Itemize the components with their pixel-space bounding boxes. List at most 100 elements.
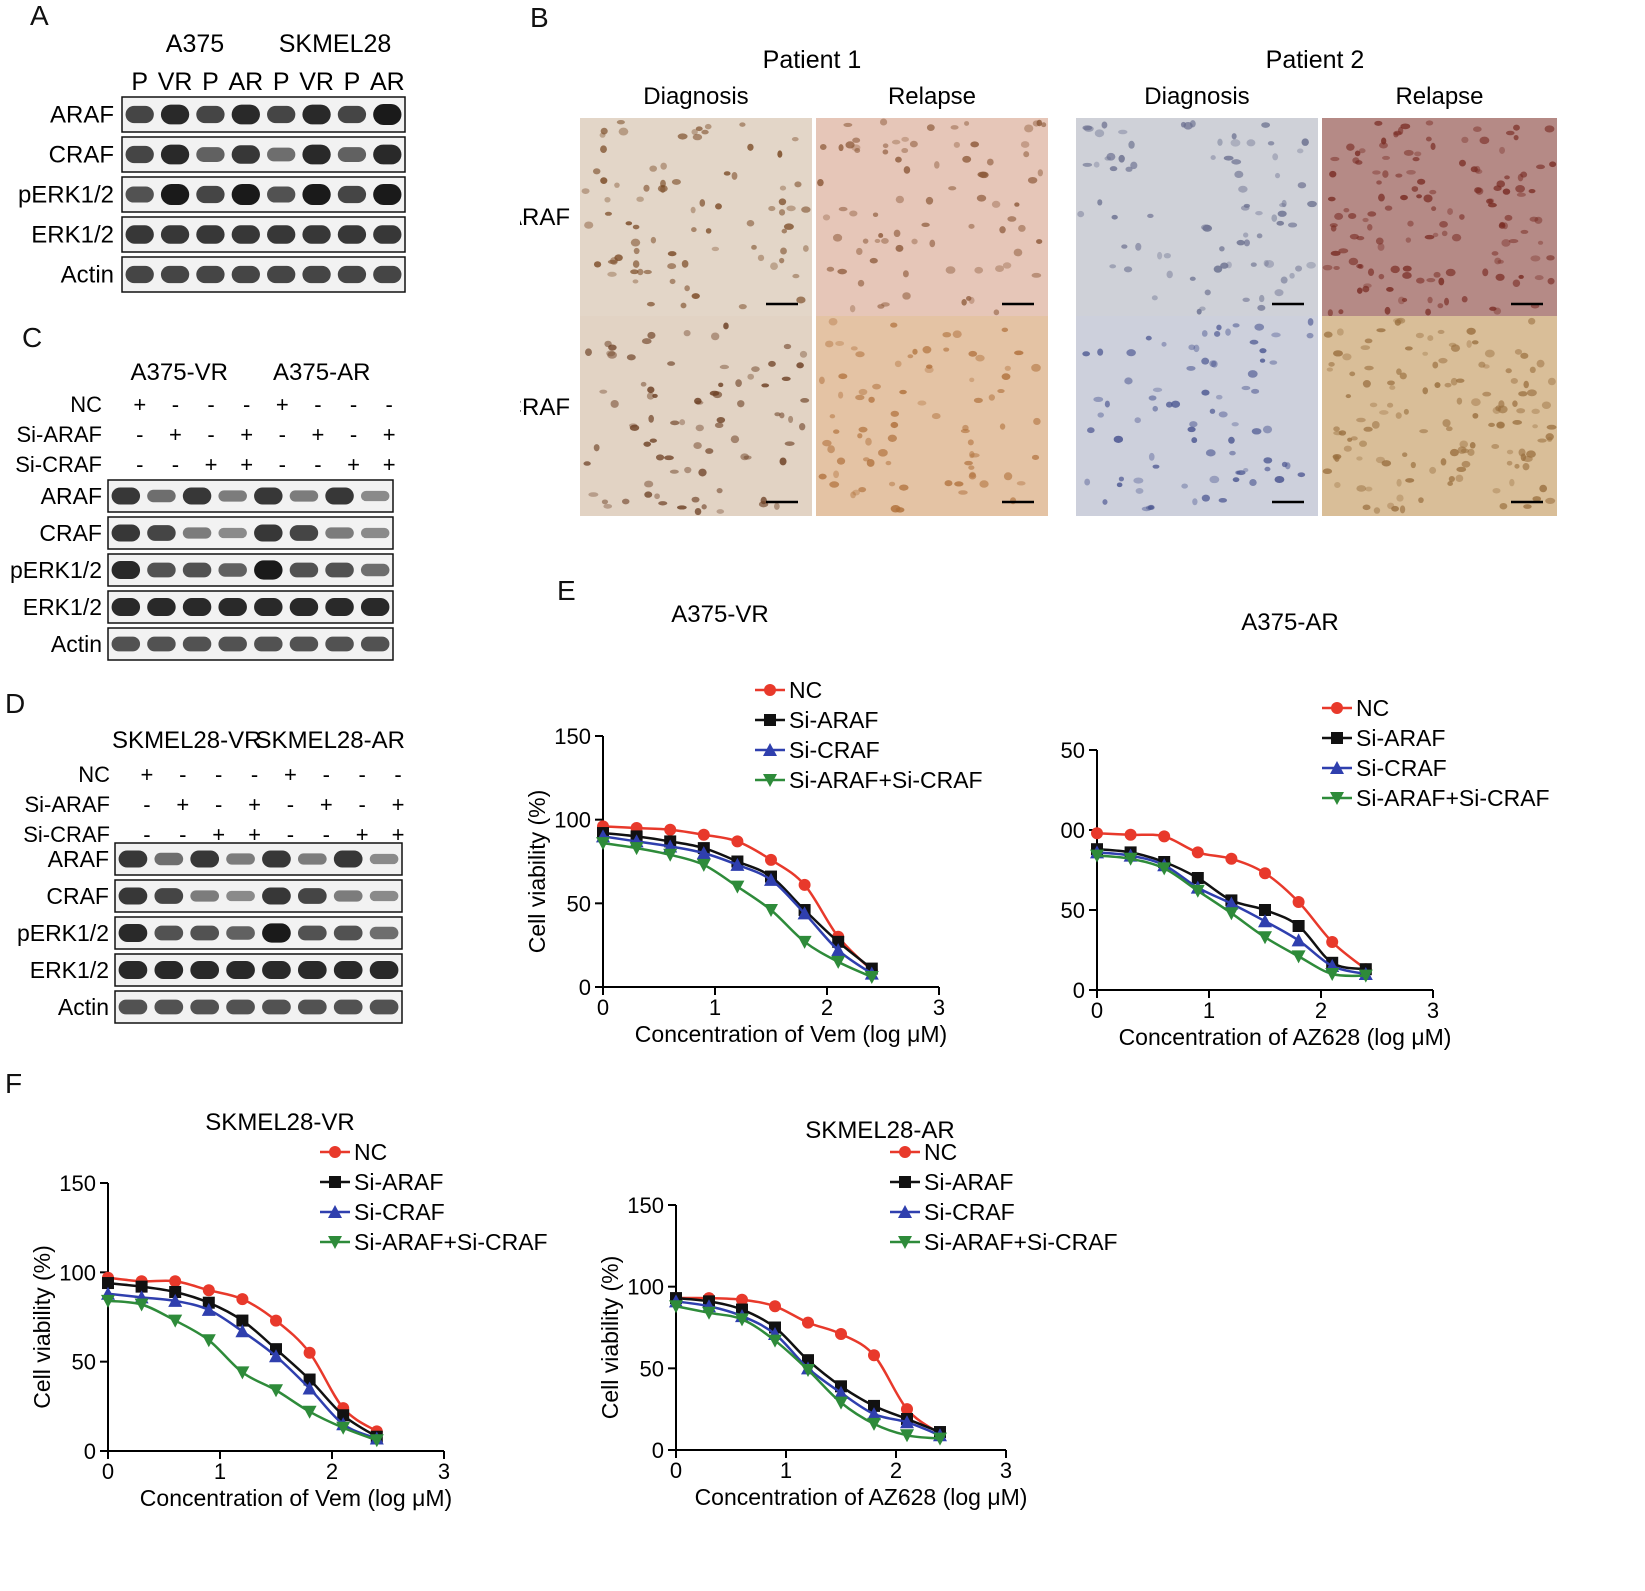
blot-band (262, 850, 291, 868)
ihc-nucleus (852, 489, 860, 496)
ihc-nucleus (751, 244, 757, 250)
ihc-nucleus (879, 118, 888, 126)
stage-label: Relapse (888, 83, 976, 110)
stage-label: Diagnosis (1144, 83, 1249, 110)
ihc-nucleus (1236, 470, 1246, 476)
data-point (1258, 931, 1272, 945)
blot-band (373, 225, 402, 244)
ihc-image (816, 316, 1048, 516)
data-point (696, 846, 711, 860)
blot-band (254, 560, 283, 580)
condition-sign: + (276, 392, 289, 417)
ihc-nucleus (1391, 505, 1399, 512)
y-tick-label: 100 (554, 808, 591, 833)
condition-sign: - (251, 762, 258, 787)
ihc-nucleus (691, 227, 697, 233)
ihc-nucleus (698, 468, 707, 477)
ihc-nucleus (650, 236, 657, 244)
ihc-nucleus (1528, 317, 1536, 325)
ihc-nucleus (1209, 475, 1220, 484)
ihc-nucleus (691, 496, 700, 503)
ihc-nucleus (857, 433, 863, 439)
ihc-nucleus (1378, 273, 1385, 280)
panel-letter-d: D (5, 688, 26, 719)
group-label: SKMEL28-VR (112, 727, 261, 754)
data-point (1157, 862, 1172, 876)
data-point (933, 1432, 947, 1446)
ihc-nucleus (679, 419, 686, 426)
data-point (867, 1407, 881, 1421)
ihc-nucleus (958, 490, 968, 495)
data-point (834, 1396, 848, 1410)
ihc-nucleus (1257, 304, 1266, 311)
ihc-nucleus (1036, 119, 1043, 127)
ihc-nucleus (1441, 230, 1448, 237)
condition-sign: + (320, 792, 333, 817)
blot-band (196, 105, 225, 124)
ihc-nucleus (781, 376, 791, 382)
ihc-nucleus (676, 505, 687, 510)
x-tick-label: 3 (1000, 1458, 1012, 1483)
ihc-nucleus (1343, 208, 1350, 213)
ihc-nucleus (962, 155, 972, 163)
legend-label: Si-CRAF (924, 1199, 1015, 1225)
ihc-nucleus (1456, 466, 1467, 473)
group-label: A375-AR (273, 359, 370, 386)
data-point (169, 1285, 182, 1298)
ihc-nucleus (1360, 345, 1371, 351)
ihc-nucleus (979, 480, 989, 488)
ihc-nucleus (1301, 138, 1309, 146)
ihc-nucleus (1254, 323, 1265, 331)
ihc-nucleus (1510, 377, 1518, 384)
ihc-nucleus (969, 377, 975, 383)
ihc-nucleus (1218, 497, 1228, 503)
ihc-nucleus (1247, 370, 1258, 378)
blot-band (262, 887, 291, 905)
data-point (798, 878, 811, 891)
ihc-nucleus (1429, 189, 1437, 195)
ihc-nucleus (1087, 427, 1095, 434)
ihc-nucleus (837, 268, 848, 275)
ihc-nucleus (671, 179, 681, 185)
data-point (1330, 761, 1344, 774)
blot-band (325, 527, 354, 539)
ihc-nucleus (1393, 130, 1402, 136)
data-point (329, 1176, 341, 1188)
ihc-nucleus (1238, 185, 1248, 193)
ihc-nucleus (1259, 358, 1266, 363)
ihc-nucleus (774, 412, 781, 417)
blot-row-label: ARAF (50, 102, 114, 129)
ihc-nucleus (1343, 445, 1352, 452)
ihc-nucleus (1445, 426, 1453, 432)
ihc-nucleus (866, 458, 875, 467)
ihc-nucleus (1322, 264, 1333, 271)
ihc-nucleus (1097, 199, 1103, 206)
ihc-nucleus (1482, 268, 1489, 277)
ihc-nucleus (1545, 433, 1554, 441)
ihc-nucleus (695, 126, 703, 132)
ihc-nucleus (1489, 306, 1497, 311)
legend-label: Si-CRAF (354, 1199, 445, 1225)
data-point (1224, 907, 1239, 921)
ihc-nucleus (1118, 129, 1128, 135)
ihc-nucleus (1530, 255, 1541, 262)
ihc-nucleus (691, 129, 698, 135)
ihc-nucleus (1007, 216, 1017, 222)
data-point (1292, 920, 1305, 932)
ihc-nucleus (779, 257, 785, 264)
ihc-nucleus (581, 188, 590, 194)
data-point (135, 1280, 148, 1293)
data-point (328, 1205, 342, 1218)
ihc-nucleus (1109, 264, 1117, 269)
marker-label: ARAF (520, 204, 570, 231)
ihc-nucleus (899, 389, 907, 395)
ihc-nucleus (618, 127, 629, 136)
ihc-nucleus (758, 501, 769, 508)
blot-band (147, 636, 176, 652)
blot-band (267, 147, 296, 162)
ihc-nucleus (822, 214, 831, 221)
ihc-nucleus (1084, 478, 1091, 486)
ihc-nucleus (1104, 400, 1110, 408)
ihc-nucleus (644, 480, 654, 488)
